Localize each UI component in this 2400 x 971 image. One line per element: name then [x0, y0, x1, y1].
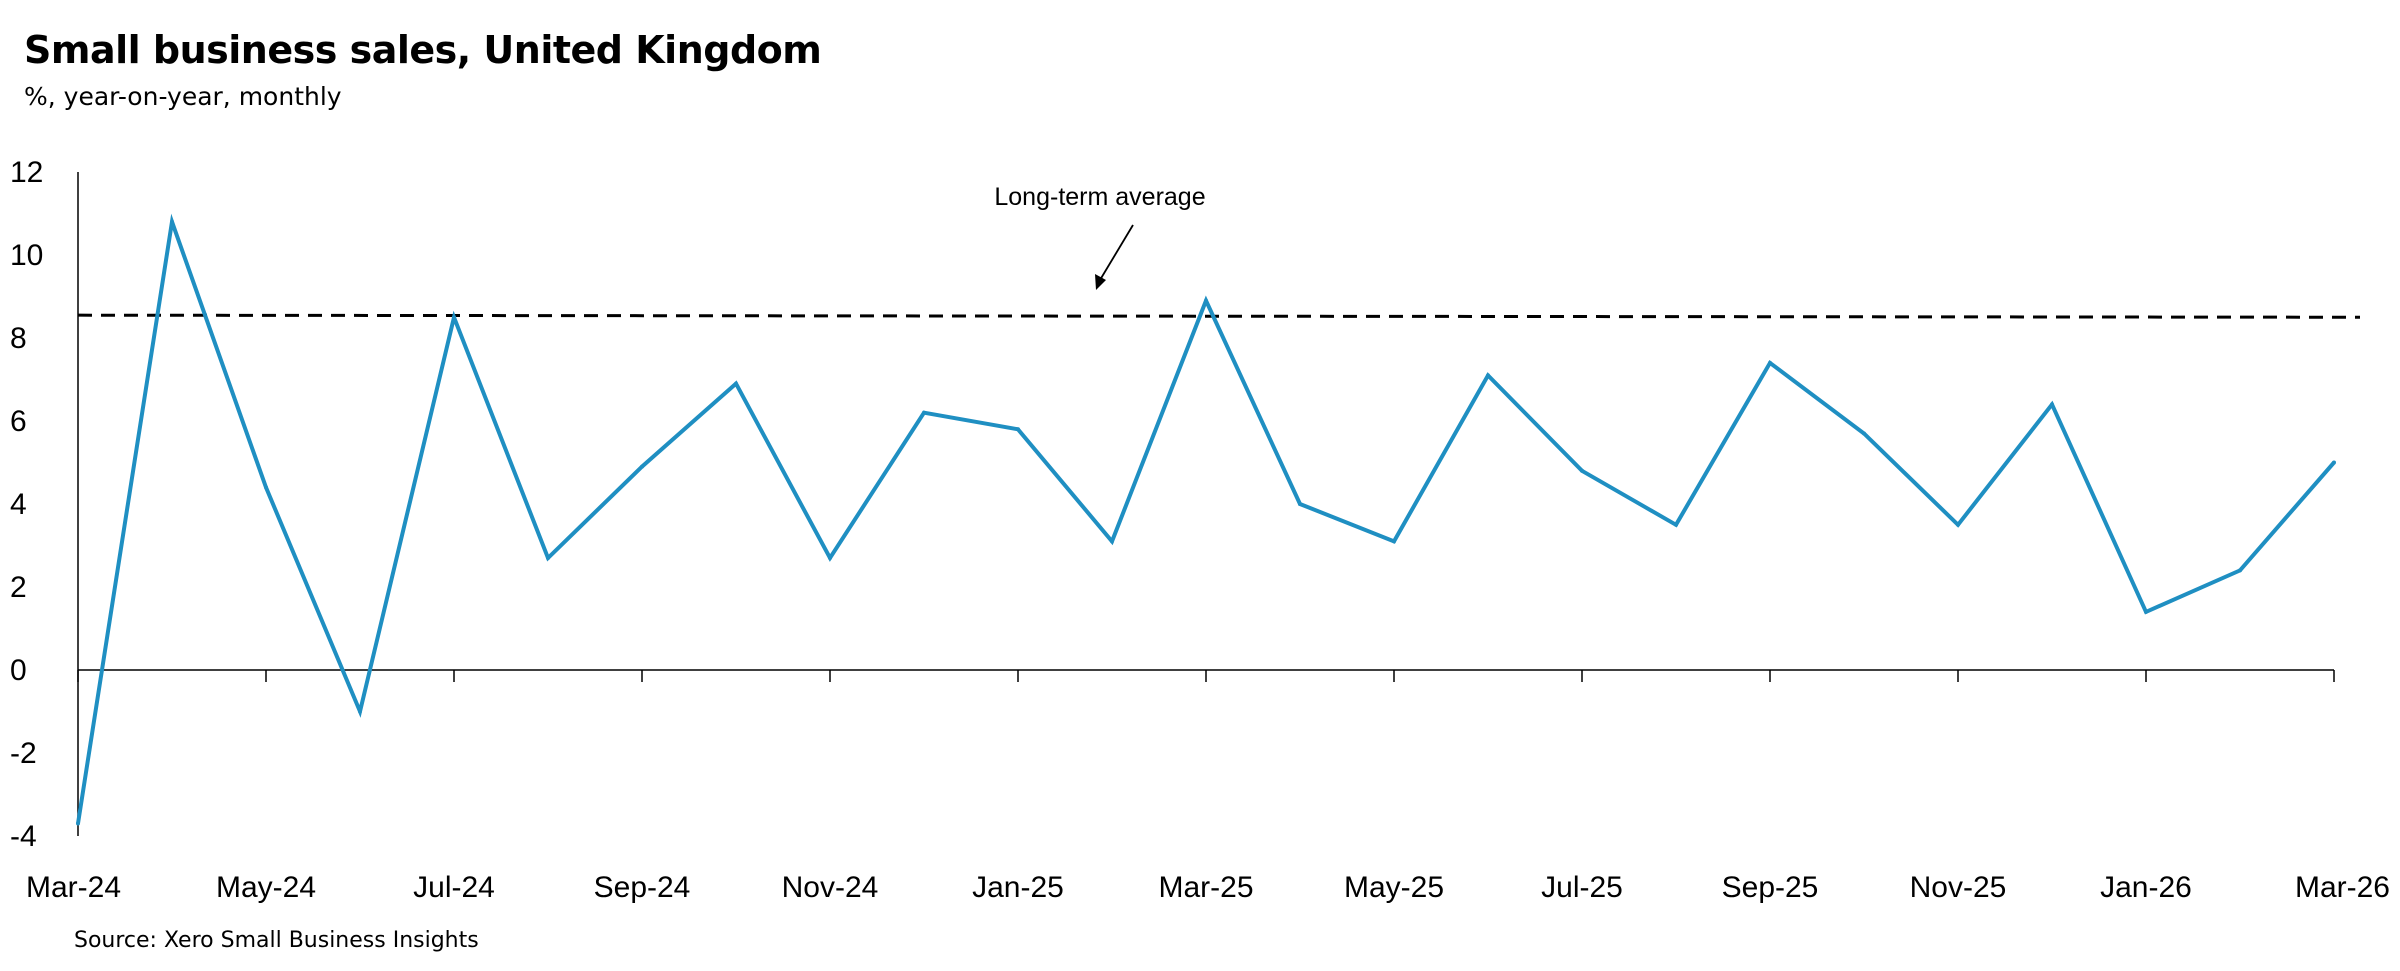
x-tick-label: Jan-26 — [2100, 871, 2192, 904]
data-point — [1862, 431, 1866, 436]
y-tick-label: -2 — [10, 737, 37, 770]
y-tick-label: -4 — [10, 820, 37, 853]
annotation-arrow-shaft — [1099, 224, 1134, 281]
data-point — [1580, 468, 1584, 473]
x-tick-label: May-24 — [216, 871, 316, 904]
x-tick-label: Mar-26 — [2295, 871, 2390, 904]
y-tick-label: 12 — [10, 156, 43, 189]
long-term-average-label: Long-term average — [994, 183, 1205, 211]
chart-axes — [77, 172, 2335, 836]
reference-line-group: Long-term average — [77, 183, 2361, 319]
x-tick-label: Mar-24 — [26, 871, 121, 904]
data-point — [1016, 427, 1020, 432]
data-point — [922, 410, 926, 415]
x-tick-label: Mar-25 — [1158, 871, 1253, 904]
data-point — [2332, 460, 2336, 465]
data-point — [828, 556, 832, 560]
x-tick-label: Jul-24 — [413, 871, 495, 904]
data-point — [170, 219, 174, 224]
data-point — [1392, 539, 1396, 544]
data-point — [546, 556, 550, 560]
x-tick-label: May-25 — [1344, 871, 1444, 904]
data-point — [1768, 360, 1772, 365]
y-tick-label: 8 — [10, 322, 27, 355]
y-tick-label: 4 — [10, 488, 27, 521]
y-tick-label: 6 — [10, 405, 27, 438]
data-point — [1486, 373, 1490, 378]
data-point — [2144, 609, 2148, 614]
data-point — [1204, 298, 1208, 303]
data-point — [452, 315, 456, 320]
data-point — [1674, 522, 1678, 527]
data-point — [76, 821, 80, 826]
data-point — [640, 464, 644, 469]
annotation-arrow-head — [1095, 274, 1106, 290]
long-term-average-line — [77, 313, 2361, 319]
data-point — [2050, 402, 2054, 407]
x-tick-label: Jan-25 — [972, 871, 1064, 904]
x-tick-label: Nov-25 — [1910, 871, 2007, 904]
series-group — [76, 213, 2336, 826]
x-tick-label: Nov-24 — [782, 871, 879, 904]
data-point — [1298, 502, 1302, 506]
data-point — [1110, 539, 1114, 544]
y-tick-label: 2 — [10, 571, 27, 604]
data-point — [1956, 522, 1960, 527]
x-tick-label: Sep-24 — [594, 871, 691, 904]
series-line-0 — [76, 213, 2336, 824]
x-tick-label: Jul-25 — [1541, 871, 1623, 904]
data-point — [358, 709, 362, 714]
data-point — [734, 381, 738, 386]
chart-source: Source: Xero Small Business Insights — [74, 928, 479, 953]
tick-labels-group: 12 10 8 6 4 2 0 -2 -4 Mar-24 May-24 Jul-24 Sep-24 Nov… — [10, 156, 2390, 904]
data-point — [264, 485, 268, 490]
chart-title: Small business sales, United Kingdom — [24, 28, 822, 72]
y-tick-label: 10 — [10, 239, 43, 272]
data-point — [2238, 568, 2242, 573]
x-tick-label: Sep-25 — [1722, 871, 1819, 904]
y-tick-label: 0 — [10, 654, 27, 687]
chart-subtitle: %, year-on-year, monthly — [24, 82, 342, 111]
